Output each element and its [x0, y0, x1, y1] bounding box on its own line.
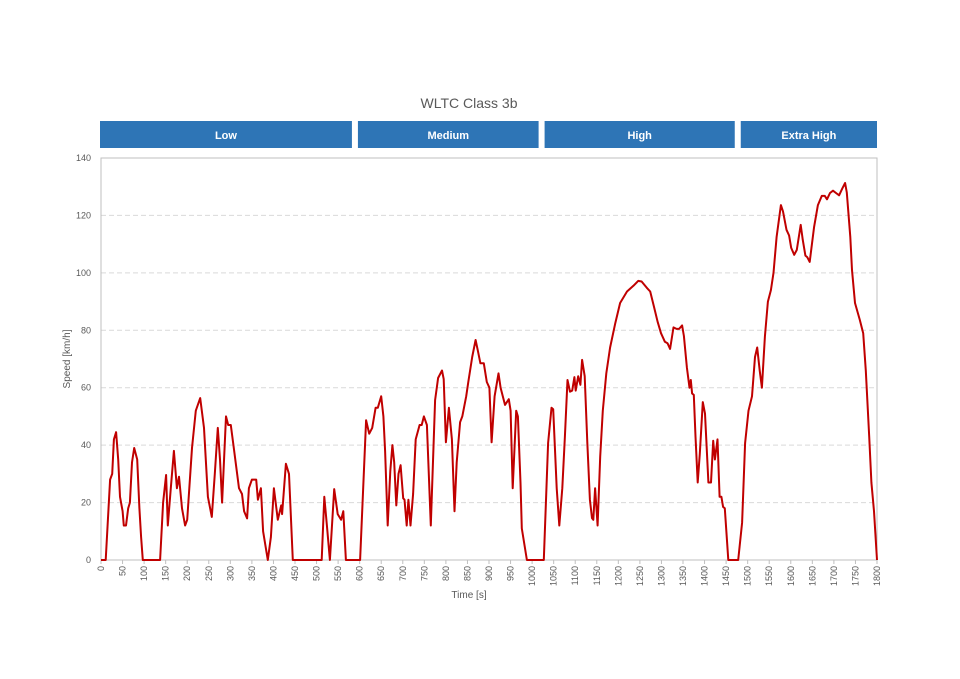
x-tick-label: 750	[419, 566, 429, 581]
x-axis-ticks: 0 50 100 150 200 250 300 350 400 450 500 550 600 650 7…	[96, 560, 882, 586]
y-tick-label: 60	[81, 383, 91, 393]
y-axis-label: Speed [km/h]	[62, 329, 73, 388]
x-tick-label: 600	[355, 566, 365, 581]
x-tick-label: 850	[462, 566, 472, 581]
phase-label: Medium	[427, 130, 469, 142]
x-tick-label: 800	[441, 566, 451, 581]
x-tick-label: 1000	[527, 566, 537, 586]
x-tick-label: 900	[484, 566, 494, 581]
phase-bar-high	[544, 121, 735, 148]
phase-bar-low	[100, 121, 352, 148]
x-tick-label: 400	[268, 566, 278, 581]
phase-label: Extra High	[781, 130, 836, 142]
x-tick-label: 950	[506, 566, 516, 581]
x-tick-label: 1150	[592, 566, 602, 585]
x-tick-label: 1750	[850, 566, 860, 586]
x-tick-label: 500	[312, 566, 322, 581]
y-axis-ticks: 0 20 40 60 80 100 120 140	[76, 153, 91, 565]
x-tick-label: 1800	[872, 566, 882, 586]
x-tick-label: 450	[290, 566, 300, 581]
phase-bar-extra-high	[740, 121, 877, 148]
chart-title: WLTC Class 3b	[421, 95, 518, 111]
y-tick-label: 40	[81, 440, 91, 450]
y-tick-label: 20	[81, 498, 91, 508]
x-tick-label: 1350	[678, 566, 688, 586]
y-tick-label: 140	[76, 153, 91, 163]
x-tick-label: 1450	[721, 566, 731, 586]
x-tick-label: 1400	[700, 566, 710, 586]
x-tick-label: 1650	[807, 566, 817, 586]
x-tick-label: 1100	[570, 566, 580, 585]
x-tick-label: 1700	[829, 566, 839, 586]
x-tick-label: 650	[376, 566, 386, 581]
phase-label: High	[627, 130, 652, 142]
x-tick-label: 0	[96, 566, 106, 571]
phase-label: Low	[215, 130, 237, 142]
x-tick-label: 1200	[613, 566, 623, 586]
x-tick-label: 1250	[635, 566, 645, 586]
x-tick-label: 100	[139, 566, 149, 581]
x-tick-label: 1500	[743, 566, 753, 586]
x-tick-label: 300	[225, 566, 235, 581]
y-tick-label: 0	[86, 555, 91, 565]
x-tick-label: 200	[182, 566, 192, 581]
y-tick-label: 80	[81, 325, 91, 335]
x-tick-label: 700	[398, 566, 408, 581]
phase-bar-medium	[357, 121, 539, 148]
x-tick-label: 1050	[549, 566, 559, 586]
x-tick-label: 1550	[764, 566, 774, 586]
x-tick-label: 250	[204, 566, 214, 581]
x-tick-label: 50	[118, 566, 128, 576]
y-tick-label: 120	[76, 210, 91, 220]
gridlines	[101, 214, 877, 504]
x-tick-label: 550	[333, 566, 343, 581]
plot-frame	[100, 157, 878, 561]
y-tick-label: 100	[76, 268, 91, 278]
x-tick-label: 1300	[656, 566, 666, 586]
speed-series-line	[101, 182, 878, 561]
x-tick-label: 1600	[786, 566, 796, 586]
x-axis-label: Time [s]	[451, 590, 486, 601]
x-tick-label: 350	[247, 566, 257, 581]
x-tick-label: 150	[161, 566, 171, 581]
phase-bars: Low Medium High Extra High	[100, 121, 877, 148]
